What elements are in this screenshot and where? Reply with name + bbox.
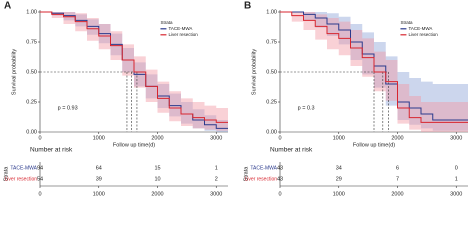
risk-count: 7 (396, 176, 399, 182)
p-value: p = 0.93 (58, 105, 78, 111)
y-axis-label: Survival probability (11, 49, 17, 95)
risk-title: Number at risk (30, 147, 73, 154)
legend-label: Liver resection (408, 32, 438, 37)
risk-y-label: Strata (3, 166, 9, 182)
survival-curve (40, 11, 228, 123)
risk-count: 1 (455, 176, 458, 182)
risk-count: 43 (277, 165, 283, 171)
y-tick-label: 0.00 (26, 129, 37, 135)
risk-title: Number at risk (270, 147, 313, 154)
risk-count: 10 (154, 176, 160, 182)
y-tick-label: 0.00 (266, 129, 277, 135)
risk-count: 34 (336, 165, 342, 171)
y-tick-label: 1.00 (266, 9, 277, 15)
x-tick-label: 2000 (391, 135, 403, 141)
y-tick-label: 0.50 (26, 69, 37, 75)
risk-row-label: Liver resection (4, 176, 37, 182)
legend-title: Strata (160, 20, 173, 25)
y-tick-label: 0.25 (26, 99, 37, 105)
x-tick-label: 1000 (93, 135, 105, 141)
risk-count: 39 (96, 176, 102, 182)
y-tick-label: 0.25 (266, 99, 277, 105)
risk-row-label: TACE-MWA (250, 165, 277, 171)
y-tick-label: 0.75 (266, 39, 277, 45)
x-tick-label: 0 (278, 135, 281, 141)
risk-count: 6 (396, 165, 399, 171)
risk-count: 54 (37, 176, 43, 182)
risk-x-tick-label: 2000 (151, 191, 163, 197)
panel-label: A (4, 1, 11, 12)
legend-label: Liver resection (168, 32, 198, 37)
risk-count: 2 (215, 176, 218, 182)
risk-x-tick-label: 2000 (391, 191, 403, 197)
risk-count: 15 (154, 165, 160, 171)
x-axis-label: Follow up time(d) (353, 142, 395, 148)
p-value: p = 0.3 (298, 105, 315, 111)
risk-count: 94 (37, 165, 43, 171)
x-tick-label: 2000 (151, 135, 163, 141)
x-tick-label: 3000 (450, 135, 462, 141)
legend-label: TACE-MWA (168, 26, 192, 31)
risk-x-tick-label: 1000 (333, 191, 345, 197)
risk-x-tick-label: 3000 (450, 191, 462, 197)
survival-curve (280, 11, 468, 121)
risk-x-tick-label: 0 (278, 191, 281, 197)
x-tick-label: 0 (38, 135, 41, 141)
y-tick-label: 0.50 (266, 69, 277, 75)
survival-curve (280, 11, 468, 123)
risk-count: 43 (277, 176, 283, 182)
panel-label: B (244, 1, 251, 12)
risk-x-tick-label: 1000 (93, 191, 105, 197)
risk-count: 1 (215, 165, 218, 171)
risk-count: 64 (96, 165, 102, 171)
x-tick-label: 3000 (210, 135, 222, 141)
risk-y-label: Strata (243, 166, 249, 182)
risk-row-label: Liver resection (244, 176, 277, 182)
legend-label: TACE-MWA (408, 26, 432, 31)
risk-count: 0 (455, 165, 458, 171)
risk-count: 29 (336, 176, 342, 182)
x-axis-label: Follow up time(d) (113, 142, 155, 148)
risk-row-label: TACE-MWA (10, 165, 37, 171)
y-tick-label: 1.00 (26, 9, 37, 15)
risk-x-tick-label: 0 (38, 191, 41, 197)
figure: A0.000.250.500.751.000 1000 2000 3000Surviv… (3, 1, 468, 197)
legend-title: Strata (400, 20, 413, 25)
y-tick-label: 0.75 (26, 39, 37, 45)
risk-x-tick-label: 3000 (210, 191, 222, 197)
y-axis-label: Survival probability (251, 49, 257, 95)
x-tick-label: 1000 (333, 135, 345, 141)
